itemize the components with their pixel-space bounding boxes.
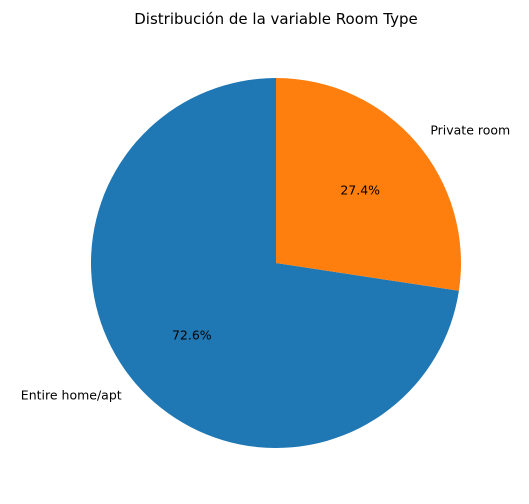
slice-label: Entire home/apt [21, 388, 122, 403]
slice-label: Private room [430, 122, 510, 137]
slice-percent-label: 27.4% [340, 183, 380, 198]
pie-slice-entire-home-apt [90, 78, 459, 448]
chart-title: Distribución de la variable Room Type [134, 10, 418, 28]
pie-slice-private-room [276, 78, 461, 291]
slice-percent-label: 72.6% [172, 327, 212, 342]
pie-labels: Entire home/apt 72.6% Private room 27.4% [21, 122, 510, 402]
pie-slices [90, 78, 461, 448]
